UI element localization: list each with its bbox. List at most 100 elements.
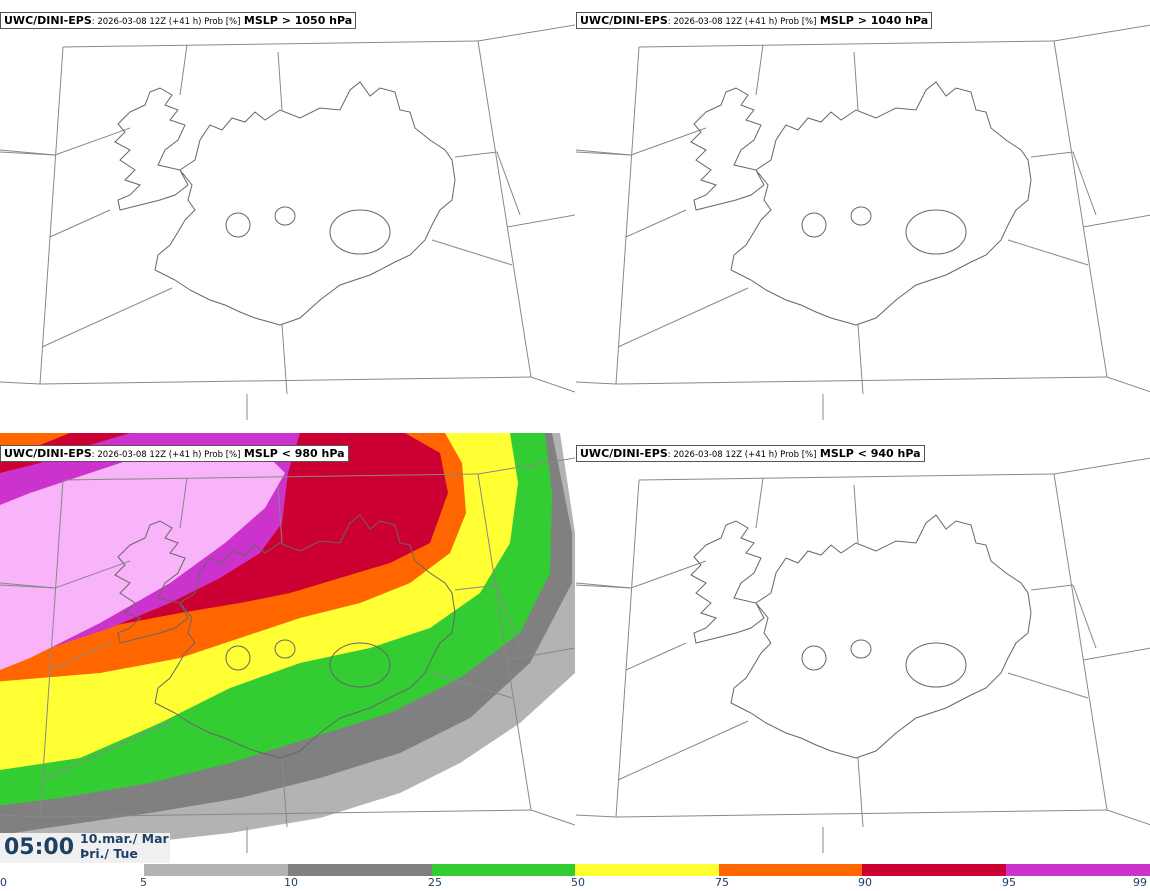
valid-date: 10.mar./ Mar Þri./ Tue [80,831,169,861]
projection-gridline [617,720,749,781]
projection-gridline [1030,584,1074,591]
colorbar-segment-25-50 [432,864,575,876]
projection-gridline [625,209,687,238]
iceland-basemap [0,24,575,420]
quantity-label: MSLP < 940 hPa [819,447,921,460]
projection-gridline [454,584,498,591]
projection-gridline [506,647,575,661]
projection-gridline [0,584,56,589]
projection-gridline [857,324,864,395]
panel-title: UWC/DINI-EPS: 2026-03-08 12Z (+41 h) Pro… [0,445,349,462]
projection-gridline [1106,376,1150,393]
projection-gridline [615,809,1108,818]
projection-gridline [41,720,173,781]
quantity-label: MSLP > 1040 hPa [819,14,929,27]
map-canvas [576,457,1150,853]
colorbar-segment-95-99 [1006,864,1150,876]
projection-gridline [853,51,859,111]
projection-gridline [1053,24,1150,42]
projection-gridline [496,584,521,649]
projection-gridline [857,757,864,828]
glacier-outline [850,639,872,659]
projection-gridline [615,376,1108,385]
map-canvas [0,24,575,420]
projection-gridline [477,40,532,378]
glacier-outline [274,206,296,226]
projection-gridline [39,479,64,818]
valid-date-line2: Þri./ Tue [80,846,138,861]
map-canvas [576,24,1150,420]
projection-gridline [179,44,188,96]
panel-title: UWC/DINI-EPS: 2026-03-08 12Z (+41 h) Pro… [576,12,933,29]
iceland-basemap [576,24,1150,420]
projection-gridline [41,287,173,348]
iceland-basemap [0,457,575,853]
projection-gridline [530,809,575,826]
glacier-outline [225,212,251,238]
projection-gridline [0,151,56,156]
projection-gridline [39,376,532,385]
projection-gridline [49,209,111,238]
colorbar-segment-75-90 [719,864,862,876]
projection-gridline [39,46,64,385]
colorbar-tick-label: 75 [715,876,729,889]
projection-gridline [277,484,283,544]
colorbar-segment-0-5 [0,864,144,876]
glacier-outline [329,209,391,255]
projection-gridline [625,642,687,671]
projection-gridline [755,477,764,529]
map-panel-mslp-gt-1050: UWC/DINI-EPS: 2026-03-08 12Z (+41 h) Pro… [0,0,575,433]
run-info: : 2026-03-08 12Z (+41 h) Prob [%] [667,450,817,460]
projection-gridline [576,127,707,156]
projection-gridline [1030,151,1074,158]
quantity-label: MSLP < 980 hPa [243,447,345,460]
projection-gridline [1072,151,1097,216]
iceland-coastline [690,514,1032,759]
colorbar-tick-label: 99 [1133,876,1147,889]
glacier-outline [329,642,391,688]
projection-gridline [506,214,575,228]
colorbar-tick-label: 50 [571,876,585,889]
projection-gridline [1007,672,1089,699]
projection-gridline [1082,214,1150,228]
glacier-outline [801,645,827,671]
valid-time-box: 05:00 10.mar./ Mar Þri./ Tue [0,831,170,863]
quantity-label: MSLP > 1050 hPa [243,14,353,27]
map-panel-mslp-gt-1040: UWC/DINI-EPS: 2026-03-08 12Z (+41 h) Pro… [576,0,1150,433]
colorbar-segment-5-10 [144,864,288,876]
projection-gridline [0,814,41,818]
projection-gridline [638,473,1055,481]
projection-gridline [576,151,632,156]
projection-gridline [179,477,188,529]
colorbar-segment-50-75 [575,864,719,876]
projection-gridline [477,457,575,475]
iceland-coastline [114,81,456,326]
colorbar-tick-label: 5 [140,876,147,889]
projection-gridline [576,560,707,589]
projection-gridline [1072,584,1097,649]
projection-gridline [576,584,632,589]
panel-title: UWC/DINI-EPS: 2026-03-08 12Z (+41 h) Pro… [0,12,357,29]
map-panel-mslp-lt-980: UWC/DINI-EPS: 2026-03-08 12Z (+41 h) Pro… [0,433,575,866]
projection-gridline [277,51,283,111]
projection-gridline [1053,473,1108,811]
projection-gridline [0,381,41,385]
probability-field [0,433,575,863]
valid-date-line1: 10.mar./ Mar [80,831,169,846]
projection-gridline [477,473,532,811]
glacier-outline [801,212,827,238]
projection-gridline [1053,457,1150,475]
iceland-coastline [114,514,456,759]
projection-gridline [431,672,513,699]
projection-gridline [477,24,575,42]
projection-gridline [496,151,521,216]
projection-gridline [1007,239,1089,266]
projection-gridline [431,239,513,266]
projection-gridline [49,642,111,671]
model-name: UWC/DINI-EPS [4,14,92,27]
model-name: UWC/DINI-EPS [580,447,668,460]
projection-gridline [530,376,575,393]
projection-gridline [0,127,131,156]
projection-gridline [1053,40,1108,378]
projection-gridline [638,40,1055,48]
